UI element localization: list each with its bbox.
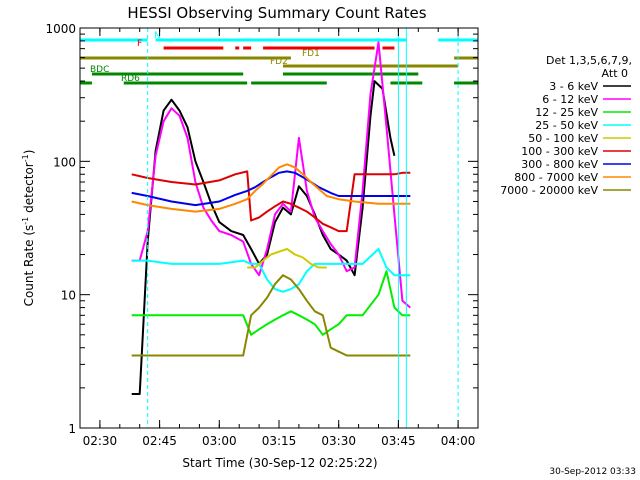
axes: 02:30 02:45 03:00 03:15 03:30 03:45 04:00 1 10 10… — [45, 22, 478, 448]
flag-label: BDC — [90, 65, 109, 75]
x-tick-label: 02:45 — [142, 434, 177, 448]
flag-label: FD2 — [270, 57, 288, 67]
data-series — [131, 41, 411, 395]
series-line-50-100-kev — [247, 248, 327, 269]
vertical-markers — [147, 28, 459, 428]
x-tick-label: 03:45 — [381, 434, 416, 448]
y-tick-label: 10 — [61, 289, 76, 303]
legend-label: 800 - 7000 keV — [514, 171, 598, 184]
legend-label: 6 - 12 keV — [542, 93, 598, 106]
flag-bar-bdc: BDC — [90, 65, 419, 76]
flag-bar-n: N — [80, 31, 478, 42]
legend-entry: 12 - 25 keV — [535, 106, 631, 119]
legend-header-att: Att 0 — [602, 67, 628, 80]
flag-bar-f: F — [137, 39, 395, 50]
legend-entry: 300 - 800 keV — [521, 158, 631, 171]
y-axis-label: Count Rate (s-1 detector-1) — [21, 150, 36, 307]
y-tick-label: 1000 — [45, 22, 76, 36]
series-line-300-800-kev — [131, 170, 411, 207]
flag-label: FD1 — [302, 49, 320, 59]
generated-timestamp: 30-Sep-2012 03:33 — [549, 467, 636, 477]
legend-label: 100 - 300 keV — [521, 145, 598, 158]
legend-entry: 3 - 6 keV — [549, 80, 631, 93]
y-tick-label: 1 — [68, 422, 76, 436]
legend-label: 25 - 50 keV — [535, 119, 598, 132]
x-tick-label: 03:30 — [321, 434, 356, 448]
x-tick-label: 03:00 — [202, 434, 237, 448]
legend-entry: 7000 - 20000 keV — [500, 184, 631, 197]
x-axis-label: Start Time (30-Sep-12 02:25:22) — [182, 456, 377, 470]
legend-label: 3 - 6 keV — [549, 80, 598, 93]
x-tick-label: 04:00 — [441, 434, 476, 448]
series-line-7000-20000-kev — [131, 274, 411, 357]
x-tick-label: 02:30 — [83, 434, 118, 448]
y-tick-label: 100 — [53, 155, 76, 169]
x-tick-label: 03:15 — [262, 434, 297, 448]
series-line-12-25-kev — [131, 270, 411, 336]
legend-entry: 6 - 12 keV — [542, 93, 631, 106]
legend-entry: 800 - 7000 keV — [514, 171, 631, 184]
flag-label: F — [137, 39, 142, 49]
legend-label: 50 - 100 keV — [528, 132, 598, 145]
series-line-800-7000-kev — [131, 163, 411, 213]
flag-label: N — [154, 31, 161, 41]
legend-entry: 25 - 50 keV — [535, 119, 631, 132]
legend-entry: 100 - 300 keV — [521, 145, 631, 158]
legend-label: 7000 - 20000 keV — [500, 184, 598, 197]
flag-label: RD6 — [121, 74, 140, 84]
legend-header: Det 1,3,5,6,7,9, — [546, 54, 632, 67]
flag-bar-fd2: FD2 — [270, 57, 459, 68]
series-line-6-12-kev — [131, 41, 411, 309]
legend-label: 300 - 800 keV — [521, 158, 598, 171]
series-line-25-50-kev — [131, 248, 411, 293]
flag-bar-rd6: RD6 — [80, 74, 478, 85]
series-line-100-300-kev — [131, 170, 411, 233]
chart-title: HESSI Observing Summary Count Rates — [127, 4, 426, 22]
flag-bars: N F FD1 FD2 BDC RD6 — [80, 31, 478, 85]
legend-label: 12 - 25 keV — [535, 106, 598, 119]
plot-frame — [79, 27, 479, 429]
series-line-3-6-kev — [131, 80, 396, 395]
legend-entry: 50 - 100 keV — [528, 132, 631, 145]
